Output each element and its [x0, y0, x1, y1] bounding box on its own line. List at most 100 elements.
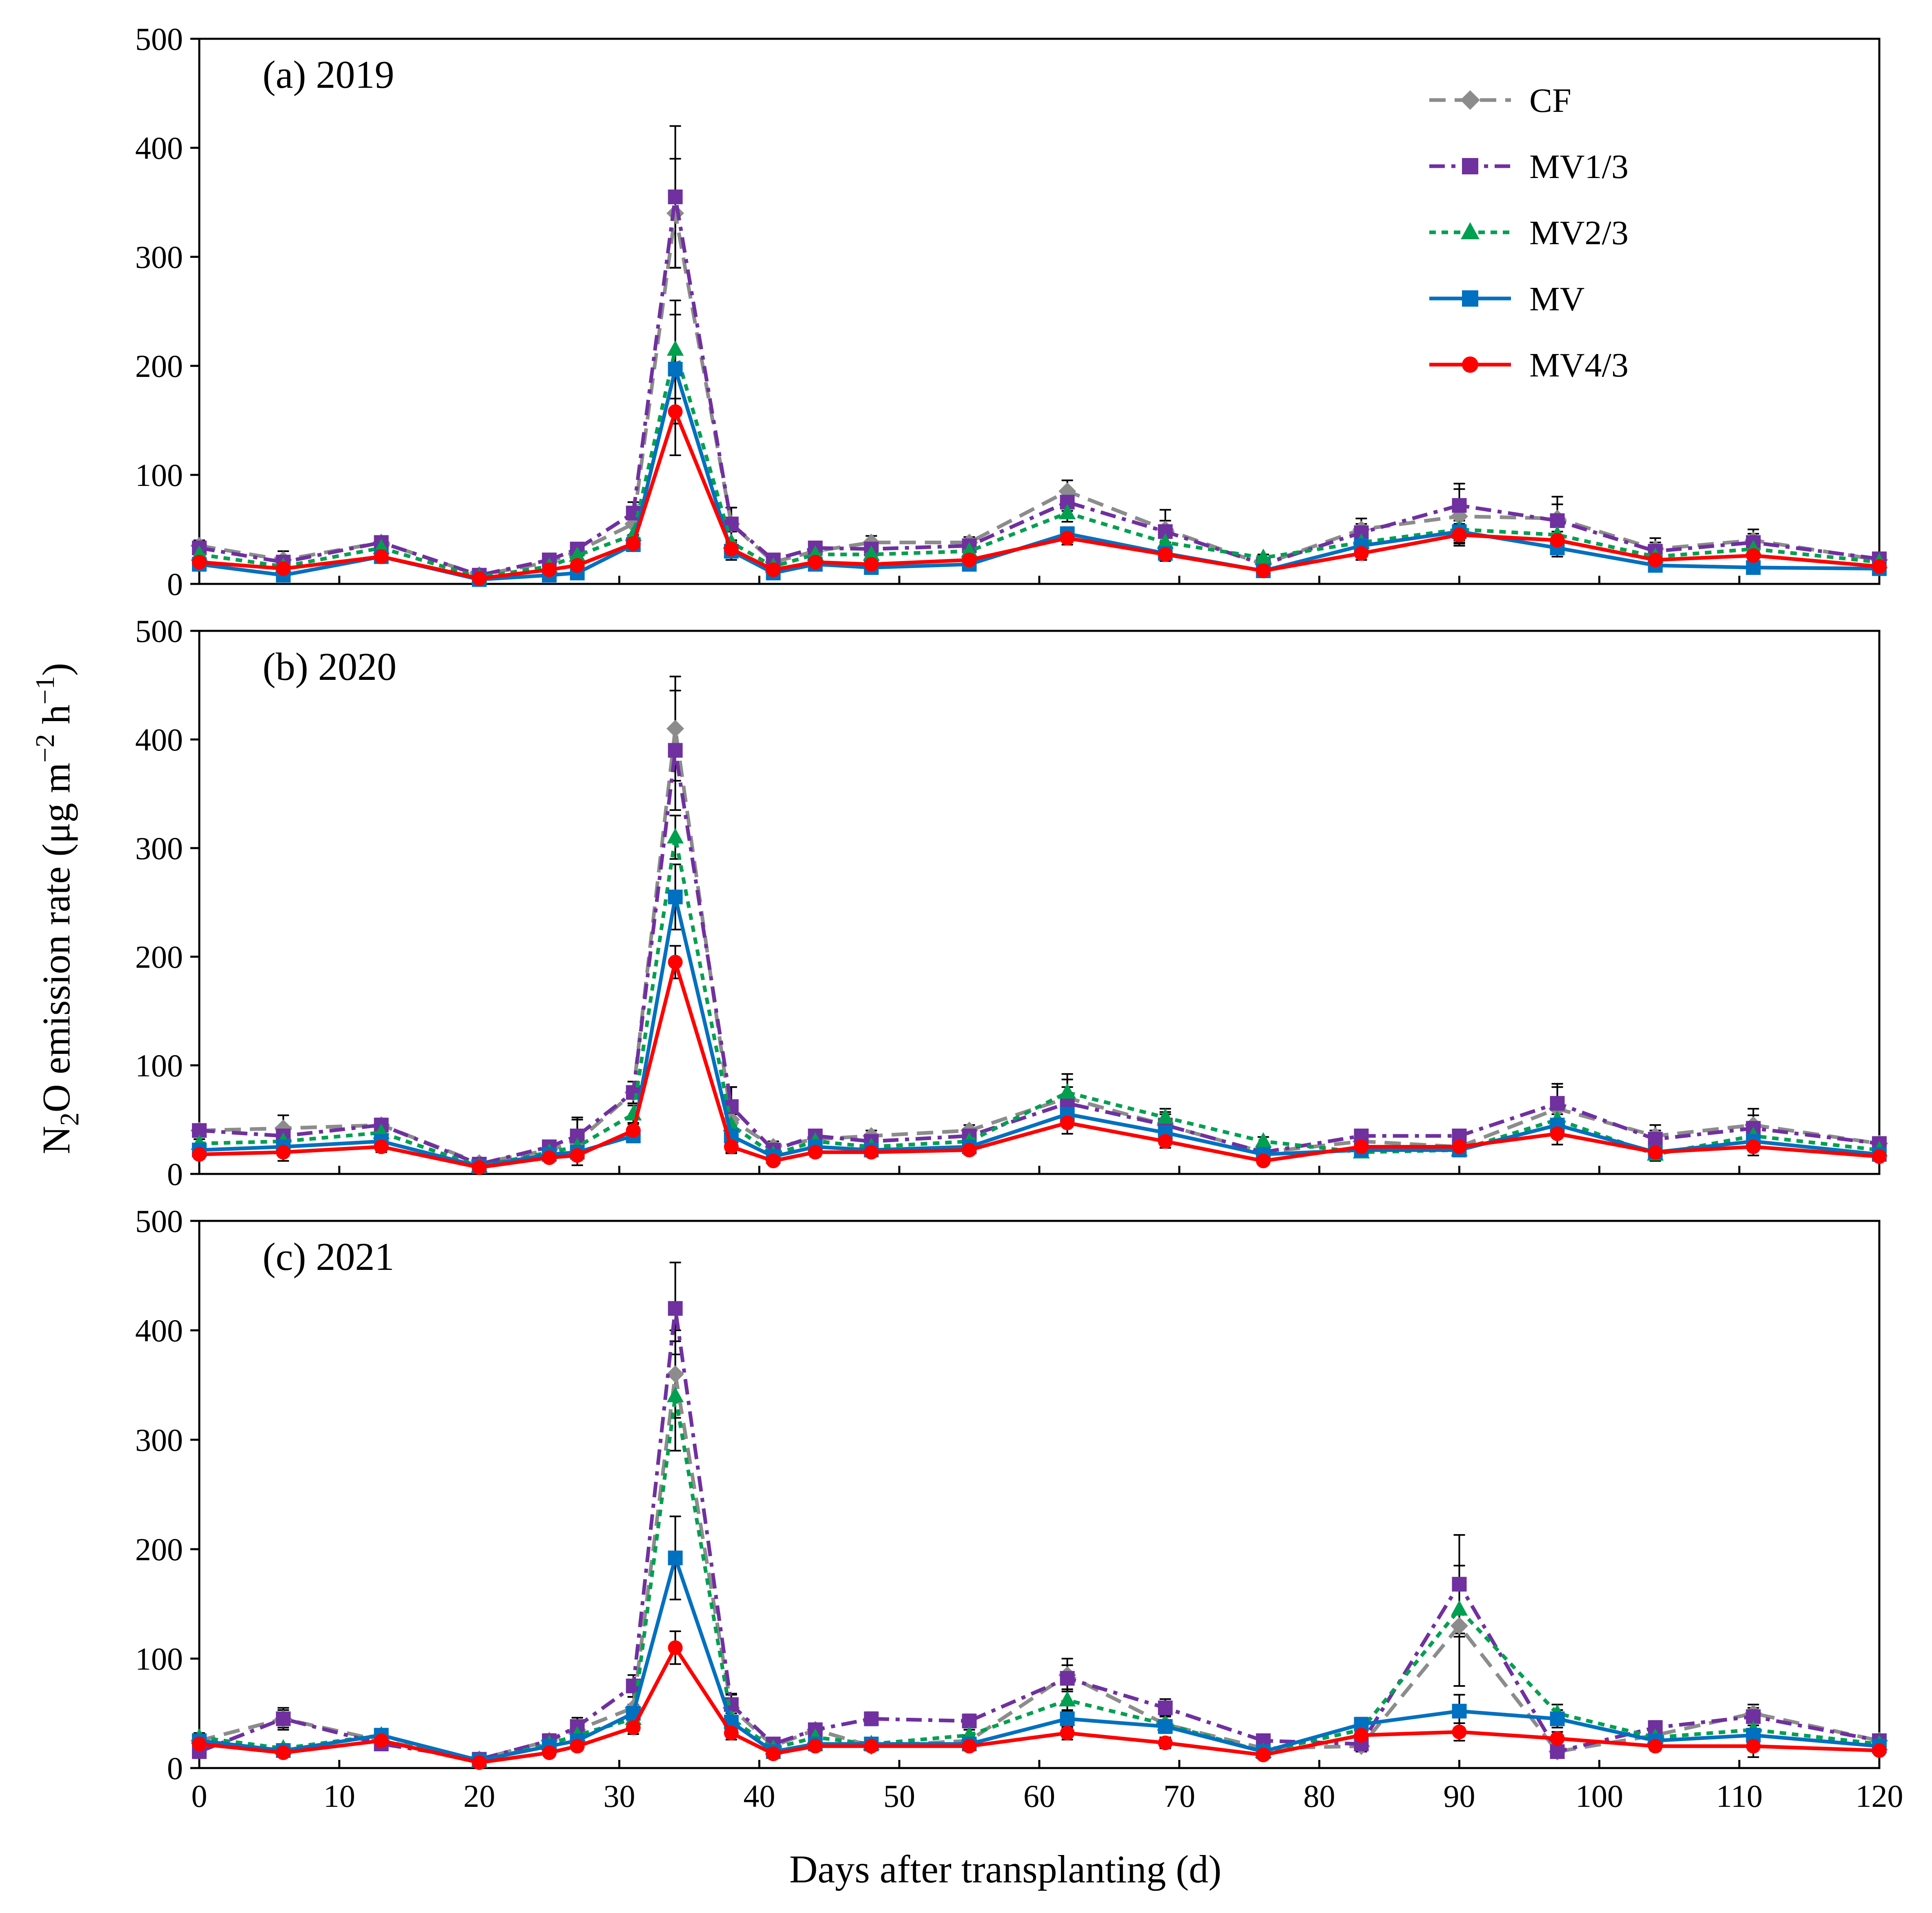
legend-marker: [1462, 158, 1478, 174]
data-point-mv4-3: [1452, 1139, 1467, 1154]
panel-1: 0 100 200 300 400 500 (a) 2019: [135, 21, 1888, 602]
data-point-mv4-3: [1648, 1145, 1663, 1160]
data-point-mv4-3: [276, 1145, 291, 1160]
data-point-mv2-3: [1157, 533, 1174, 549]
data-point-mv2-3: [1451, 1600, 1468, 1616]
y-tick-label: 0: [167, 566, 183, 602]
data-point-mv2-3: [1157, 1108, 1174, 1124]
x-tick-label: 90: [1444, 1778, 1475, 1814]
y-axis-title-h: h: [34, 705, 78, 734]
data-point-mv4-3: [472, 1755, 487, 1770]
data-point-mv4-3: [542, 1745, 557, 1760]
x-axis-title: Days after transplanting (d): [789, 1847, 1221, 1891]
x-tick-label: 30: [604, 1778, 635, 1814]
data-point-mv1-3: [668, 189, 683, 205]
data-point-mv4-3: [626, 536, 641, 551]
data-point-mv4-3: [374, 1139, 389, 1154]
data-point-mv4-3: [276, 1745, 291, 1760]
data-point-mv4-3: [668, 955, 683, 970]
data-point-mv4-3: [1872, 1149, 1887, 1164]
data-point-cf: [666, 719, 684, 737]
data-point-mv1-3: [668, 743, 683, 758]
x-tick-label: 70: [1163, 1778, 1195, 1814]
series-line-mv: [199, 367, 1880, 581]
data-point-mv4-3: [864, 1145, 879, 1160]
data-point-mv4-3: [1256, 1747, 1271, 1762]
y-axis-title-text: O emission rate (μg m: [34, 763, 78, 1113]
data-point-mv4-3: [1158, 1735, 1173, 1750]
legend-item-cf: CF: [1429, 82, 1571, 120]
legend-item-mv: MV: [1429, 280, 1584, 318]
y-tick-label: 200: [135, 1532, 183, 1567]
data-point-mv4-3: [766, 1746, 781, 1762]
data-point-mv4-3: [1452, 527, 1467, 542]
data-point-cf: [666, 204, 684, 222]
data-point-mv4-3: [1354, 546, 1369, 561]
legend-item-mv4-3: MV4/3: [1429, 346, 1629, 384]
x-tick-label: 100: [1575, 1778, 1623, 1814]
data-point-mv1-3: [962, 1713, 977, 1728]
y-axis-title-n: N: [34, 1126, 78, 1154]
data-point-mv4-3: [1872, 559, 1887, 574]
y-tick-label: 0: [167, 1156, 183, 1192]
data-point-mv: [668, 889, 683, 904]
data-point-mv4-3: [1648, 552, 1663, 568]
y-axis-title-superscript-1: −2: [30, 734, 60, 763]
x-tick-label: 50: [883, 1778, 915, 1814]
data-point-mv1-3: [1550, 1744, 1565, 1759]
data-point-mv4-3: [570, 1148, 585, 1163]
data-point-mv4-3: [1746, 548, 1761, 563]
series-mv4-3: [192, 955, 1887, 1175]
data-point-mv2-3: [1255, 548, 1272, 564]
data-point-mv: [1158, 1719, 1173, 1734]
data-point-mv4-3: [962, 552, 977, 568]
data-point-mv4-3: [192, 1147, 207, 1162]
data-point-mv: [668, 362, 683, 377]
y-tick-label: 400: [135, 722, 183, 757]
data-point-mv1-3: [1452, 1577, 1467, 1592]
y-tick-label: 400: [135, 130, 183, 166]
y-tick-label: 300: [135, 239, 183, 275]
y-tick-label: 100: [135, 457, 183, 493]
panel-title: (b) 2020: [263, 645, 397, 688]
x-tick-label: 20: [464, 1778, 495, 1814]
y-tick-label: 500: [135, 21, 183, 57]
data-point-mv2-3: [1255, 1132, 1272, 1148]
data-point-mv4-3: [724, 541, 739, 557]
data-point-mv4-3: [570, 558, 585, 573]
data-point-mv4-3: [724, 1726, 739, 1741]
legend-marker: [1460, 90, 1480, 110]
data-point-mv4-3: [1746, 1739, 1761, 1754]
data-point-mv1-3: [668, 1301, 683, 1316]
data-point-mv4-3: [472, 1160, 487, 1175]
data-point-mv4-3: [1256, 1154, 1271, 1169]
data-point-mv4-3: [1872, 1743, 1887, 1758]
panel-3: 0 100 200 300 400 500 0 10 20 30 40 50 60 70 80 90 100 11…: [135, 1203, 1903, 1814]
series-line-mv1-3: [199, 195, 1880, 577]
legend-label: MV2/3: [1529, 214, 1629, 252]
data-point-mv4-3: [472, 571, 487, 586]
data-point-mv4-3: [668, 1640, 683, 1655]
data-point-mv: [1550, 1711, 1565, 1726]
data-point-mv4-3: [962, 1739, 977, 1754]
data-point-mv4-3: [570, 1739, 585, 1754]
y-tick-label: 300: [135, 1422, 183, 1458]
legend-label: MV: [1529, 280, 1584, 318]
legend: CF MV1/3 MV2/3 MV MV4/3: [1429, 82, 1629, 384]
series-line-mv1-3: [198, 1306, 1880, 1762]
data-point-cf: [666, 1365, 684, 1383]
data-point-mv2-3: [625, 526, 642, 541]
series-line-mv1-3: [199, 748, 1880, 1166]
legend-label: MV4/3: [1529, 346, 1629, 384]
data-point-mv2-3: [1058, 1083, 1076, 1099]
data-point-mv4-3: [766, 1154, 781, 1169]
data-point-mv4-3: [1746, 1139, 1761, 1154]
data-point-mv4-3: [276, 561, 291, 576]
data-point-mv2-3: [1058, 503, 1076, 519]
x-tick-label: 110: [1716, 1778, 1763, 1814]
panel-title: (c) 2021: [263, 1235, 394, 1278]
data-point-mv4-3: [962, 1142, 977, 1158]
series-line-cf: [198, 1372, 1880, 1762]
